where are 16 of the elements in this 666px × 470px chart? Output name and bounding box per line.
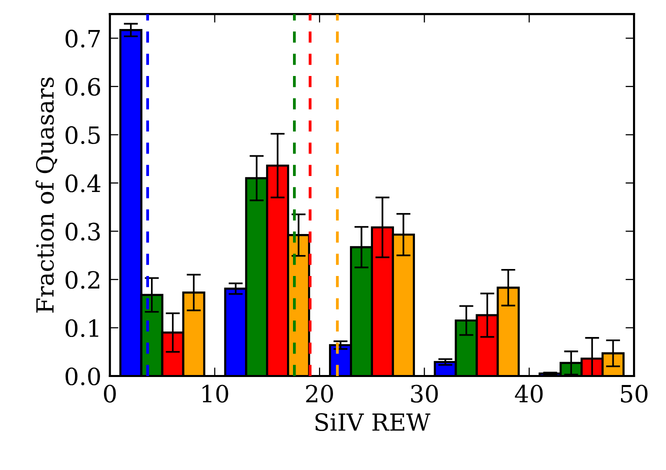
- y-tick-label: 0.7: [66, 30, 100, 48]
- y-tick-label: 0.6: [66, 78, 100, 96]
- y-tick-label: 0.4: [66, 174, 100, 192]
- y-tick-label: 0.5: [66, 126, 100, 144]
- x-tick-label: 0: [104, 384, 116, 403]
- y-tick-label: 0.0: [66, 367, 100, 386]
- y-axis-title: Fraction of Quasars: [36, 77, 58, 313]
- x-tick-label: 30: [411, 384, 438, 403]
- y-tick-label: 0.2: [66, 270, 100, 289]
- x-tick-label: 50: [621, 384, 648, 403]
- y-tick-label: 0.1: [66, 319, 98, 338]
- y-tick-label: 0.3: [66, 222, 100, 241]
- x-tick-label: 10: [202, 384, 228, 403]
- x-tick-label: 20: [306, 384, 333, 403]
- x-axis-title: SiIV REW: [316, 413, 430, 432]
- x-tick-label: 40: [514, 384, 543, 403]
